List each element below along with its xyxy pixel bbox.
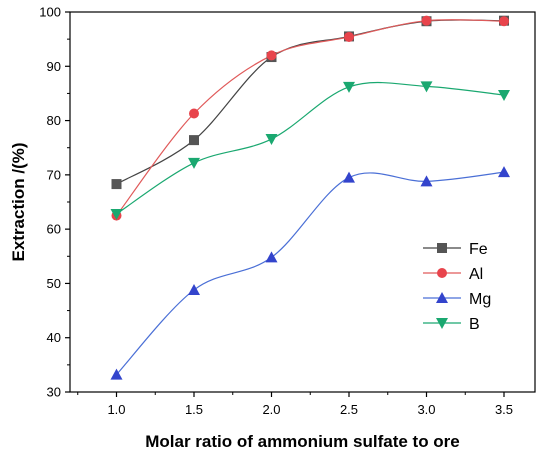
y-axis-ticks: 30 40 50 60 70 80 90 100 (39, 5, 70, 400)
legend: Fe Al Mg B (423, 241, 491, 333)
data-point-al (344, 31, 354, 42)
data-point-b (343, 81, 355, 93)
y-tick-label: 60 (47, 222, 61, 237)
series-line-b (116, 81, 505, 215)
legend-label-al: Al (469, 266, 483, 283)
plot-frame (69, 11, 536, 393)
data-point-mg (265, 251, 278, 263)
y-tick-label: 80 (47, 113, 61, 128)
data-point-b (420, 81, 433, 93)
data-point-fe (189, 135, 199, 146)
data-point-b (188, 157, 200, 169)
x-tick-label: 1.0 (107, 402, 125, 417)
x-axis-title: Molar ratio of ammonium sulfate to ore (145, 432, 460, 451)
data-point-mg (420, 175, 433, 187)
x-tick-label: 3.5 (495, 402, 513, 417)
data-point-al (499, 16, 509, 27)
legend-marker-fe (437, 243, 447, 253)
data-point-al (266, 50, 277, 61)
y-tick-label: 30 (47, 385, 61, 400)
data-point-al (421, 15, 432, 26)
x-tick-label: 2.0 (262, 402, 280, 417)
y-axis-title: Extraction /(%) (9, 142, 28, 261)
data-point-mg (110, 368, 123, 380)
series-line-al (116, 19, 505, 216)
data-point-b (110, 208, 123, 220)
data-point-b (265, 134, 278, 146)
data-point-b (498, 90, 510, 102)
data-point-fe (111, 179, 122, 190)
x-axis-ticks: 1.0 1.5 2.0 2.5 3.0 3.5 (77, 392, 513, 417)
data-point-mg (498, 166, 510, 178)
data-point-mg (188, 283, 200, 295)
x-tick-label: 2.5 (340, 402, 358, 417)
x-tick-label: 1.5 (185, 402, 203, 417)
legend-label-fe: Fe (469, 241, 488, 258)
series-line-fe (116, 19, 505, 185)
y-tick-label: 40 (47, 330, 61, 345)
y-tick-label: 50 (47, 276, 61, 291)
y-tick-label: 70 (47, 167, 61, 182)
legend-label-b: B (469, 316, 480, 333)
y-tick-label: 100 (39, 5, 61, 20)
y-tick-label: 90 (47, 59, 61, 74)
legend-marker-mg (436, 292, 448, 303)
series-markers (110, 15, 510, 380)
legend-marker-al (437, 268, 447, 278)
data-point-al (189, 108, 199, 119)
legend-marker-b (436, 318, 448, 329)
data-point-mg (343, 171, 355, 183)
legend-label-mg: Mg (469, 291, 491, 308)
x-tick-label: 3.0 (417, 402, 435, 417)
